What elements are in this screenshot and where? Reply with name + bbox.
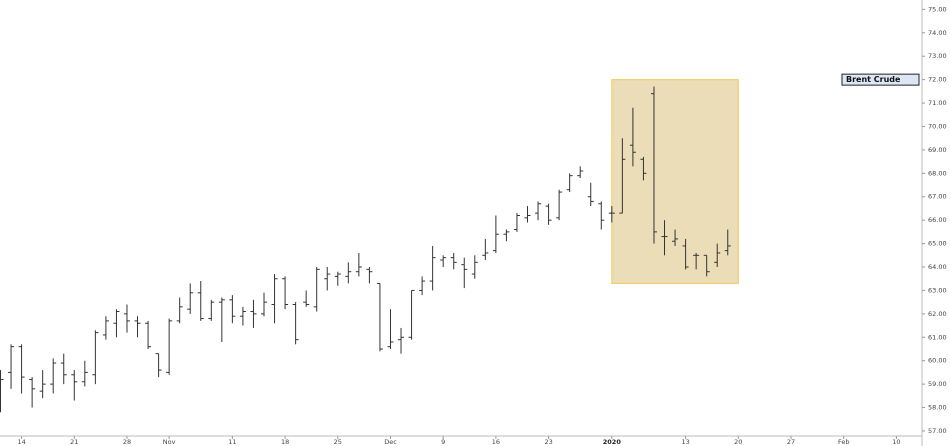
x-tick-label: 23: [544, 438, 552, 446]
y-tick-label: 74.00: [928, 29, 947, 37]
y-tick-label: 59.00: [928, 380, 947, 388]
y-tick-label: 57.00: [928, 427, 947, 435]
x-tick-label: 20: [734, 438, 742, 446]
y-tick-label: 75.00: [928, 5, 947, 13]
y-tick-label: 60.00: [928, 357, 947, 365]
y-tick-label: 63.00: [928, 286, 947, 294]
x-tick-label: 27: [787, 438, 795, 446]
x-tick-label: 10: [892, 438, 900, 446]
y-tick-label: 72.00: [928, 76, 947, 84]
y-tick-label: 62.00: [928, 310, 947, 318]
y-tick-label: 70.00: [928, 122, 947, 130]
y-tick-label: 65.00: [928, 240, 947, 248]
x-tick-label: 9: [441, 438, 445, 446]
x-tick-label: 13: [681, 438, 689, 446]
legend-label: Brent Crude: [846, 75, 901, 84]
y-tick-label: 66.00: [928, 216, 947, 224]
x-tick-label: 11: [228, 438, 236, 446]
x-tick-label: 14: [17, 438, 25, 446]
y-tick-label: 64.00: [928, 263, 947, 271]
y-tick-label: 58.00: [928, 404, 947, 412]
x-tick-label: Dec: [384, 438, 397, 446]
x-tick-label: 16: [492, 438, 500, 446]
x-tick-label: Nov: [163, 438, 176, 446]
y-tick-label: 71.00: [928, 99, 947, 107]
y-tick-label: 67.00: [928, 193, 947, 201]
legend-box: [841, 73, 920, 86]
x-tick-label: 25: [334, 438, 342, 446]
x-tick-label: 18: [281, 438, 289, 446]
y-tick-label: 69.00: [928, 146, 947, 154]
x-tick-label: 28: [123, 438, 131, 446]
y-tick-label: 61.00: [928, 333, 947, 341]
x-tick-label: 21: [70, 438, 78, 446]
x-tick-label: Feb: [838, 438, 850, 446]
x-tick-label: 2020: [603, 438, 622, 446]
y-tick-label: 68.00: [928, 169, 947, 177]
y-tick-label: 73.00: [928, 52, 947, 60]
